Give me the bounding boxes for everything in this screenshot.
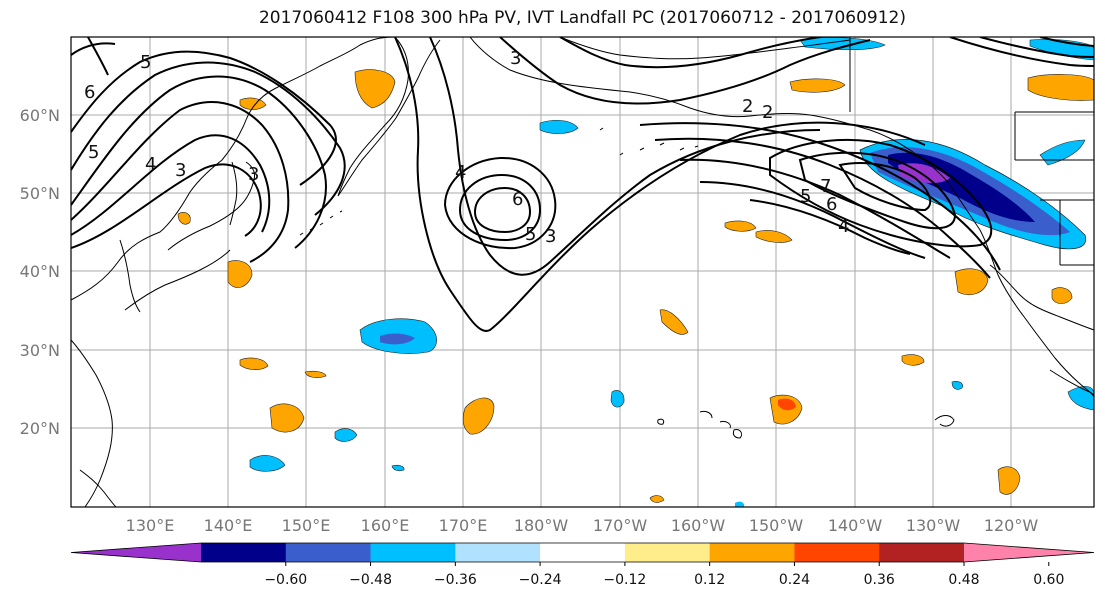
colorbar-tick-label: 0.48 (948, 572, 979, 588)
colorbar-segment (540, 543, 626, 562)
ivt-shading (177, 37, 1094, 507)
colorbar-segment (285, 543, 372, 562)
lon-label: 120°W (984, 516, 1039, 535)
contour-label: 3 (510, 48, 521, 69)
colorbar-tick-label: −0.36 (434, 572, 477, 588)
figure-title: 2017060412 F108 300 hPa PV, IVT Landfall… (258, 8, 906, 28)
contour-label: 5 (140, 52, 151, 73)
colorbar-extend-low (71, 543, 201, 562)
contour-label: 5 (88, 142, 99, 163)
colorbar: −0.60 −0.48 −0.36 −0.24 −0.12 0.12 0.24 0.36 0.4… (70, 542, 1095, 588)
contour-label: 3 (175, 160, 186, 181)
lat-label: 50°N (20, 184, 60, 203)
contour-label: 6 (512, 189, 523, 210)
lat-label: 40°N (20, 262, 60, 281)
colorbar-tick-label: −0.48 (349, 572, 392, 588)
contour-labels: 5 6 5 4 3 3 2 3 4 6 5 3 2 7 5 6 4 (84, 48, 849, 247)
map-border (70, 36, 1095, 508)
lat-label: 60°N (20, 106, 60, 125)
colorbar-segment (709, 543, 795, 562)
lon-label: 180°W (514, 516, 569, 535)
lon-label: 170°W (593, 516, 648, 535)
lon-label: 140°W (828, 516, 883, 535)
contour-label: 2 (762, 102, 773, 123)
contour-label: 6 (84, 82, 95, 103)
lon-label: 150°W (749, 516, 804, 535)
contour-label: 4 (455, 162, 466, 183)
colorbar-segment (455, 543, 541, 562)
colorbar-segment (879, 543, 965, 562)
lon-label: 140°E (204, 516, 253, 535)
colorbar-tick-label: −0.60 (264, 572, 307, 588)
contour-label: 5 (525, 224, 536, 245)
colorbar-tick-label: −0.12 (603, 572, 646, 588)
lon-labels: 130°E 140°E 150°E 160°E 170°E 180°W 170°… (126, 516, 1039, 535)
contour-label: 3 (545, 226, 556, 247)
colorbar-tick-label: 0.60 (1033, 572, 1064, 588)
contour-label: 4 (838, 216, 849, 237)
lon-label: 150°E (282, 516, 331, 535)
colorbar-extend-high (964, 543, 1094, 562)
colorbar-tick-label: 0.36 (864, 572, 895, 588)
pv-contours (71, 37, 1094, 332)
contour-label: 7 (820, 176, 831, 197)
lon-label: 130°W (906, 516, 961, 535)
contour-label: 3 (248, 164, 259, 185)
colorbar-segment (624, 543, 711, 562)
lon-label: 160°W (671, 516, 726, 535)
colorbar-segment (794, 543, 880, 562)
colorbar-tick-label: 0.24 (779, 572, 810, 588)
lat-label: 30°N (20, 341, 60, 360)
contour-label: 2 (742, 96, 753, 117)
lon-label: 160°E (361, 516, 410, 535)
map-area (71, 37, 1094, 507)
gridlines (71, 37, 1094, 507)
colorbar-outline (70, 542, 1095, 563)
contour-label: 5 (800, 186, 811, 207)
colorbar-segment (201, 543, 287, 562)
lat-labels: 60°N 50°N 40°N 30°N 20°N (20, 106, 60, 438)
colorbar-segment (370, 543, 456, 562)
colorbar-tick-label: 0.12 (694, 572, 725, 588)
contour-label: 4 (145, 154, 156, 175)
lon-label: 170°E (439, 516, 488, 535)
lon-label: 130°E (126, 516, 175, 535)
lat-label: 20°N (20, 419, 60, 438)
colorbar-tick-label: −0.24 (519, 572, 562, 588)
contour-label: 6 (826, 194, 837, 215)
